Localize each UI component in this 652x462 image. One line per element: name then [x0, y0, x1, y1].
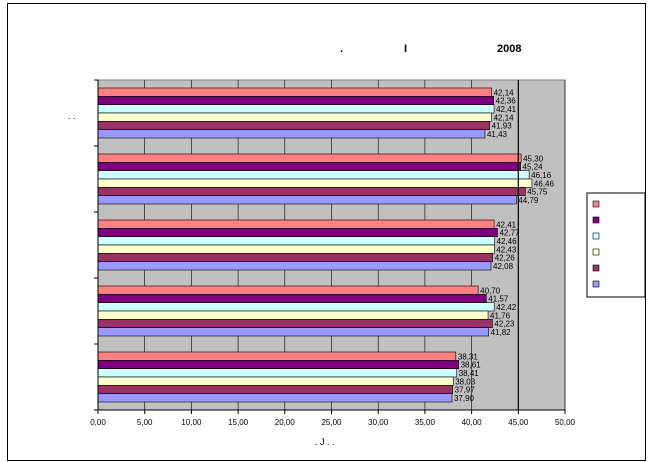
legend-swatch — [592, 200, 600, 208]
x-tick-label: 30,00 — [368, 418, 389, 427]
x-tick-label: 35,00 — [415, 418, 436, 427]
data-label: 42,42 — [496, 303, 517, 312]
data-label: 42,41 — [496, 105, 517, 114]
data-label: 40,70 — [480, 286, 501, 295]
x-tick-label: 25,00 — [321, 418, 342, 427]
x-tick-label: 15,00 — [228, 418, 249, 427]
bar — [97, 310, 489, 320]
legend-box — [586, 192, 646, 298]
bar — [97, 121, 490, 130]
data-label: 45,75 — [527, 188, 548, 197]
legend-swatch — [592, 264, 600, 272]
data-label: 42,77 — [499, 229, 520, 238]
x-tick-label: 40,00 — [462, 418, 483, 427]
data-label: 41,82 — [491, 328, 512, 337]
bar — [97, 319, 493, 328]
legend-swatch — [592, 280, 600, 288]
data-label: 42,14 — [494, 88, 515, 97]
bar — [97, 219, 495, 229]
data-label: 38,03 — [455, 377, 476, 386]
data-label: 42,43 — [496, 245, 517, 254]
data-label: 41,43 — [487, 130, 508, 139]
data-label: 42,36 — [496, 97, 517, 106]
bar — [97, 87, 492, 97]
x-tick-label: 50,00 — [555, 418, 576, 427]
bar — [97, 285, 479, 295]
bar — [97, 385, 453, 394]
legend — [586, 192, 646, 298]
bar — [97, 178, 533, 188]
bar — [97, 236, 495, 246]
x-tick-label: 20,00 — [275, 418, 296, 427]
bar — [97, 153, 522, 163]
data-label: 45,24 — [523, 163, 544, 172]
bar — [97, 104, 495, 114]
legend-swatch — [592, 232, 600, 240]
bar — [97, 228, 498, 237]
bar — [97, 368, 458, 378]
x-tick-label: 45,00 — [508, 418, 529, 427]
data-label: 38,41 — [459, 369, 480, 378]
bar — [97, 96, 494, 105]
bar — [97, 253, 494, 262]
bar — [97, 162, 521, 171]
data-label: 44,79 — [518, 196, 539, 205]
data-label: 46,16 — [531, 171, 552, 180]
bar — [97, 170, 530, 180]
data-label: 37,97 — [455, 386, 476, 395]
bar — [97, 129, 486, 139]
bar — [97, 294, 487, 303]
bar — [97, 351, 457, 361]
bar — [97, 195, 517, 205]
x-tick-label: 10,00 — [181, 418, 202, 427]
data-label: 38,61 — [461, 361, 482, 370]
x-tick-label: 5,00 — [137, 418, 153, 427]
title-part-3: 2008 — [497, 43, 521, 55]
bar — [97, 244, 495, 254]
data-label: 42,41 — [496, 220, 517, 229]
data-label: 41,93 — [492, 122, 513, 131]
bar — [97, 360, 459, 369]
bar — [97, 302, 495, 312]
title-part-1: . — [340, 43, 343, 55]
plot-area: 0,00 5,00 10,00 15,00 20,00 25,00 30,00 35,00 40… — [90, 79, 576, 427]
data-label: 41,57 — [488, 295, 509, 304]
bar — [97, 327, 489, 337]
bar — [97, 376, 454, 386]
x-axis-title: . J . . — [315, 437, 335, 447]
data-label: 46,46 — [534, 179, 555, 188]
bar — [97, 187, 526, 196]
data-label: 41,76 — [490, 311, 511, 320]
data-label: 42,23 — [494, 320, 515, 329]
data-label: 37,90 — [454, 394, 475, 403]
data-label: 42,26 — [495, 254, 516, 263]
data-label: 42,46 — [497, 237, 518, 246]
bar — [97, 261, 492, 271]
data-label: 42,14 — [494, 113, 515, 122]
legend-swatch — [592, 248, 600, 256]
y-axis-title: . . — [68, 111, 76, 121]
chart-title: . I 2008 — [340, 43, 521, 55]
data-label: 45,30 — [523, 154, 544, 163]
bar — [97, 112, 492, 122]
title-part-2: I — [404, 43, 407, 55]
x-tick-label: 0,00 — [90, 418, 106, 427]
bar — [97, 393, 453, 403]
data-label: 42,08 — [493, 262, 514, 271]
legend-swatch — [592, 216, 600, 224]
data-label: 38,31 — [458, 352, 479, 361]
